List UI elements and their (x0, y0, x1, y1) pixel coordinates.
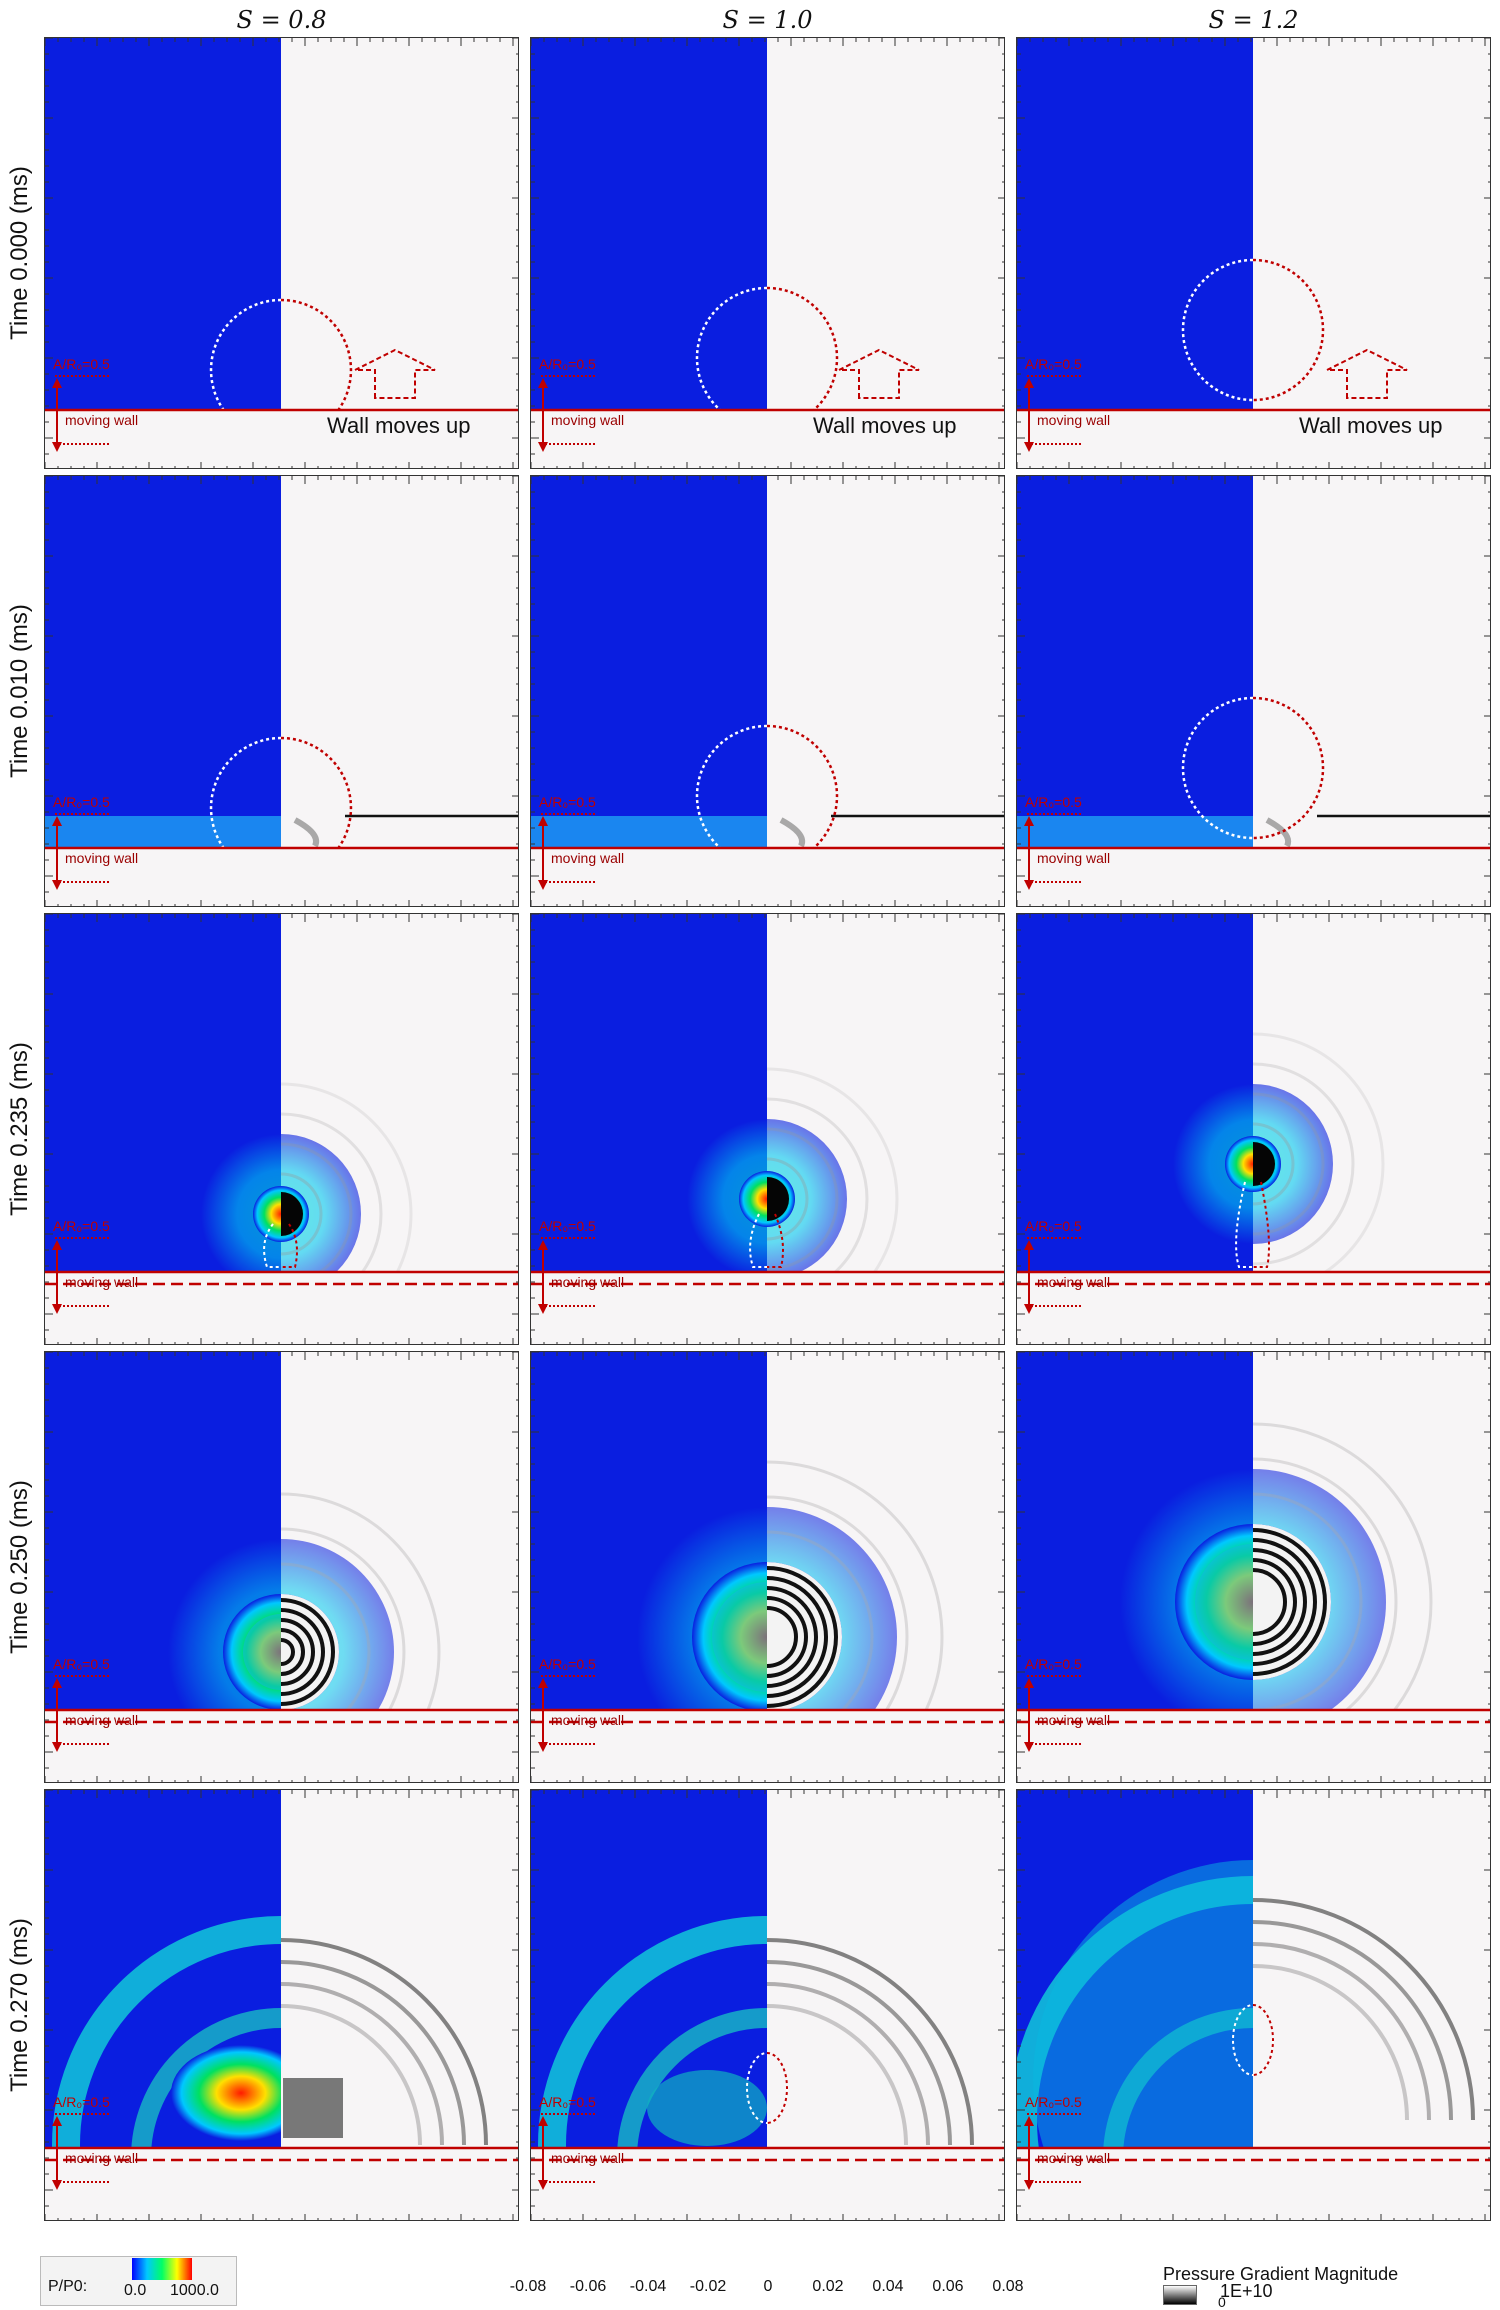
gradient-legend-max: 1E+10 (1220, 2281, 1273, 2301)
amplitude-label: A/R₀=0.5 (53, 2094, 110, 2110)
wall-moves-up-label: Wall moves up (327, 413, 471, 438)
pressure-legend-max: 1000.0 (170, 2282, 219, 2299)
moving-wall-label: moving wall (551, 1274, 625, 1290)
panel-plot (1017, 1352, 1490, 1782)
moving-wall-label: moving wall (551, 412, 625, 428)
amplitude-label: A/R₀=0.5 (1025, 1218, 1082, 1234)
moving-wall-label: moving wall (65, 1274, 139, 1290)
moving-wall-label: moving wall (551, 1712, 625, 1728)
moving-wall-label: moving wall (65, 2150, 139, 2166)
panel-plot (531, 38, 1004, 468)
panel-plot (1017, 914, 1490, 1344)
panel-plot (45, 476, 518, 906)
amplitude-label: A/R₀=0.5 (1025, 1656, 1082, 1672)
moving-wall-label: moving wall (1037, 850, 1111, 866)
moving-wall-label: moving wall (1037, 1712, 1111, 1728)
simulation-panel: A/R₀=0.5 moving wall (44, 1789, 519, 2221)
simulation-panel: A/R₀=0.5 moving wall (44, 913, 519, 1345)
simulation-panel: A/R₀=0.5 moving wall (44, 475, 519, 907)
moving-wall-label: moving wall (65, 1712, 139, 1728)
column-header-s08: S = 0.8 (236, 6, 327, 34)
amplitude-label: A/R₀=0.5 (539, 356, 596, 372)
panel-plot (531, 914, 1004, 1344)
row-label-time-0000: Time 0.000 (ms) (6, 166, 33, 340)
column-header-s10: S = 1.0 (722, 6, 813, 34)
simulation-panel: A/R₀=0.5 moving wall Wall moves up (1016, 37, 1491, 469)
moving-wall-label: moving wall (65, 850, 139, 866)
column-header-s12: S = 1.2 (1208, 6, 1299, 34)
gradient-legend-min: 0 (1218, 2294, 1226, 2310)
panel-plot (1017, 476, 1490, 906)
simulation-panel: A/R₀=0.5 moving wall (1016, 1351, 1491, 1783)
amplitude-label: A/R₀=0.5 (539, 2094, 596, 2110)
panel-plot (1017, 38, 1490, 468)
amplitude-label: A/R₀=0.5 (53, 794, 110, 810)
panel-plot (1017, 1790, 1490, 2220)
simulation-panel: A/R₀=0.5 moving wall Wall moves up (44, 37, 519, 469)
gradient-legend-title: Pressure Gradient Magnitude (1163, 2264, 1399, 2284)
simulation-panel: A/R₀=0.5 moving wall (1016, 475, 1491, 907)
row-label-time-0250: Time 0.250 (ms) (6, 1480, 33, 1654)
row-label-time-0270: Time 0.270 (ms) (6, 1918, 33, 2092)
x-tick: -0.06 (569, 2278, 607, 2295)
x-tick: 0.04 (872, 2278, 904, 2295)
amplitude-label: A/R₀=0.5 (53, 1218, 110, 1234)
pressure-legend-label: P/P0: (48, 2278, 88, 2295)
panel-plot (45, 914, 518, 1344)
x-tick: 0 (763, 2278, 773, 2295)
panel-plot (45, 1790, 518, 2220)
moving-wall-label: moving wall (551, 2150, 625, 2166)
amplitude-label: A/R₀=0.5 (539, 1656, 596, 1672)
gradient-colorbar (1163, 2285, 1197, 2305)
simulation-panel: A/R₀=0.5 moving wall (530, 1789, 1005, 2221)
moving-wall-label: moving wall (1037, 1274, 1111, 1290)
simulation-panel: A/R₀=0.5 moving wall (530, 913, 1005, 1345)
amplitude-label: A/R₀=0.5 (539, 1218, 596, 1234)
pressure-colorbar (132, 2258, 192, 2280)
amplitude-label: A/R₀=0.5 (1025, 356, 1082, 372)
amplitude-label: A/R₀=0.5 (53, 1656, 110, 1672)
panel-plot (45, 38, 518, 468)
x-tick: 0.08 (992, 2278, 1024, 2295)
simulation-panel: A/R₀=0.5 moving wall (1016, 913, 1491, 1345)
panel-plot (531, 476, 1004, 906)
amplitude-label: A/R₀=0.5 (53, 356, 110, 372)
wall-moves-up-label: Wall moves up (1299, 413, 1443, 438)
simulation-panel: A/R₀=0.5 moving wall (530, 1351, 1005, 1783)
simulation-panel: A/R₀=0.5 moving wall (530, 475, 1005, 907)
panel-plot (531, 1352, 1004, 1782)
x-tick: 0.06 (932, 2278, 964, 2295)
panel-plot (531, 1790, 1004, 2220)
x-tick: -0.04 (629, 2278, 667, 2295)
simulation-panel: A/R₀=0.5 moving wall Wall moves up (530, 37, 1005, 469)
row-label-time-0235: Time 0.235 (ms) (6, 1042, 33, 1216)
x-tick: 0.02 (812, 2278, 844, 2295)
amplitude-label: A/R₀=0.5 (1025, 794, 1082, 810)
x-tick: -0.02 (689, 2278, 727, 2295)
simulation-panel: A/R₀=0.5 moving wall (1016, 1789, 1491, 2221)
moving-wall-label: moving wall (65, 412, 139, 428)
moving-wall-label: moving wall (1037, 2150, 1111, 2166)
moving-wall-label: moving wall (1037, 412, 1111, 428)
amplitude-label: A/R₀=0.5 (539, 794, 596, 810)
moving-wall-label: moving wall (551, 850, 625, 866)
panel-plot (45, 1352, 518, 1782)
x-tick: -0.08 (509, 2278, 547, 2295)
amplitude-label: A/R₀=0.5 (1025, 2094, 1082, 2110)
row-label-time-0010: Time 0.010 (ms) (6, 604, 33, 778)
pressure-legend-min: 0.0 (124, 2282, 147, 2299)
wall-moves-up-label: Wall moves up (813, 413, 957, 438)
simulation-panel: A/R₀=0.5 moving wall (44, 1351, 519, 1783)
